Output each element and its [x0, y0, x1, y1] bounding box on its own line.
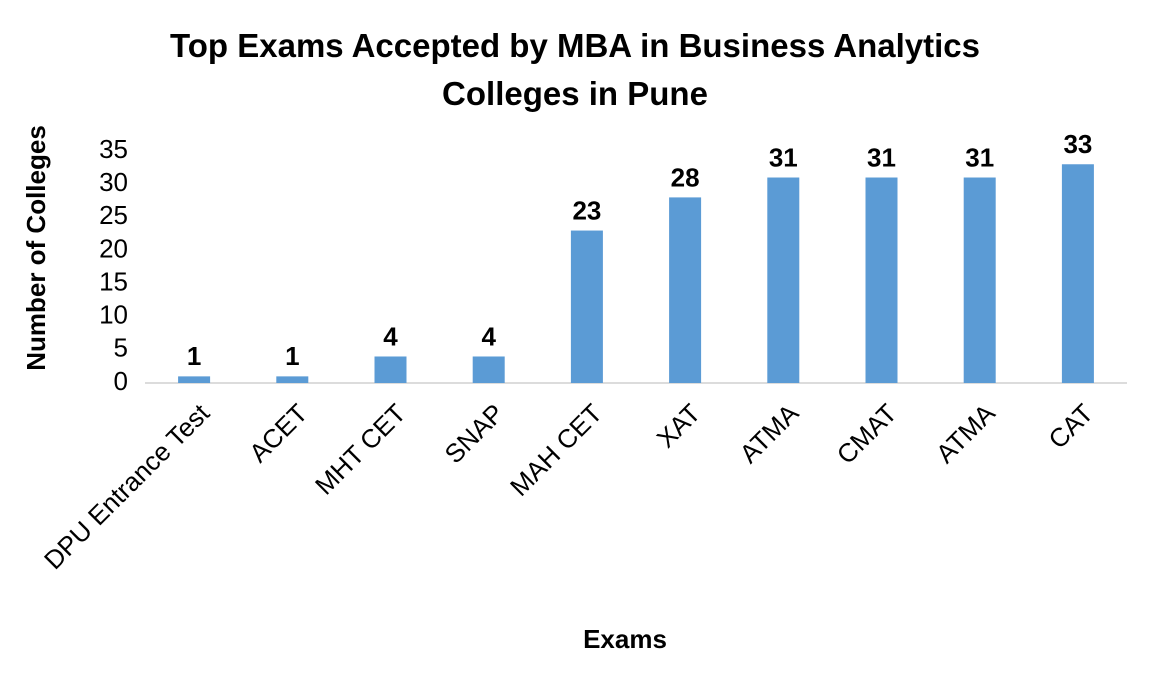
bar	[669, 197, 702, 383]
bar	[570, 230, 603, 383]
data-label: 1	[187, 341, 201, 371]
bar	[865, 177, 898, 383]
y-tick-label: 10	[99, 300, 128, 330]
x-tick-label: CMAT	[831, 398, 903, 470]
y-axis-title: Number of Colleges	[21, 125, 51, 371]
y-tick-label: 20	[99, 233, 128, 263]
data-label: 1	[285, 341, 299, 371]
data-label: 4	[481, 321, 496, 351]
chart-title: Top Exams Accepted by MBA in Business An…	[170, 27, 980, 112]
data-label: 31	[965, 142, 994, 172]
x-tick-label: XAT	[651, 398, 707, 454]
y-tick-label: 35	[99, 134, 128, 164]
x-tick-label: ACET	[243, 398, 313, 468]
bar	[276, 376, 309, 383]
data-label: 31	[867, 142, 896, 172]
data-label: 28	[671, 162, 700, 192]
x-tick-label: ATMA	[930, 397, 1001, 468]
x-tick-label: ATMA	[733, 397, 804, 468]
data-label: 4	[383, 321, 398, 351]
x-tick-label: MAH CET	[504, 398, 608, 502]
x-tick-label: DPU Entrance Test	[38, 397, 216, 575]
bar	[1061, 164, 1094, 383]
y-tick-label: 30	[99, 167, 128, 197]
x-tick-label: SNAP	[439, 398, 510, 469]
bar	[178, 376, 211, 383]
bar	[374, 356, 407, 383]
x-tick-label: MHT CET	[309, 398, 412, 501]
y-tick-label: 0	[114, 366, 128, 396]
data-label: 31	[769, 142, 798, 172]
bar	[963, 177, 996, 383]
x-tick-label: CAT	[1042, 398, 1099, 455]
data-label: 33	[1063, 129, 1092, 159]
data-label: 23	[572, 195, 601, 225]
y-tick-label: 15	[99, 266, 128, 296]
bar	[472, 356, 505, 383]
y-tick-label: 25	[99, 200, 128, 230]
y-tick-label: 5	[114, 333, 128, 363]
x-axis-title: Exams	[583, 624, 667, 654]
bar	[767, 177, 800, 383]
